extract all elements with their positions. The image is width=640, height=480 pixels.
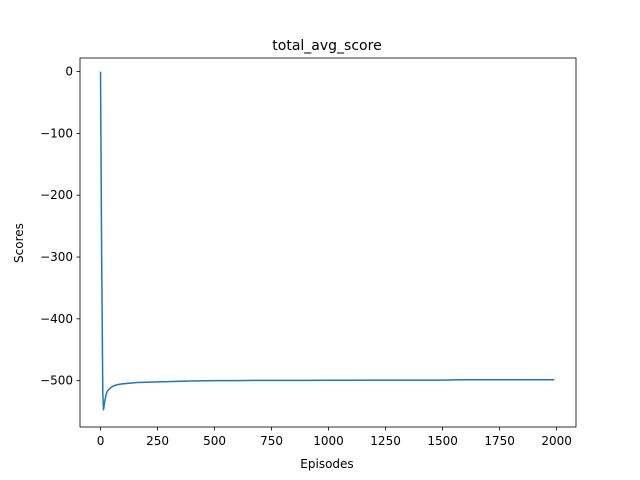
chart-title: total_avg_score xyxy=(272,38,381,54)
x-tick-label: 1500 xyxy=(427,434,458,448)
y-tick-label: −100 xyxy=(40,126,73,140)
x-tick-label: 500 xyxy=(203,434,226,448)
x-tick-label: 2000 xyxy=(541,434,572,448)
x-tick-label: 250 xyxy=(146,434,169,448)
x-tick-label: 750 xyxy=(260,434,283,448)
y-tick-label: −200 xyxy=(40,188,73,202)
x-tick-label: 0 xyxy=(97,434,105,448)
x-axis-label: Episodes xyxy=(300,457,353,471)
y-tick-label: −300 xyxy=(40,250,73,264)
y-tick-label: −400 xyxy=(40,312,73,326)
x-tick-label: 1750 xyxy=(484,434,515,448)
y-axis-ticks: 0 −100 −200 −300 −400 −500 xyxy=(40,65,80,388)
x-axis-ticks: 0 250 500 750 1000 1250 1500 1750 2000 xyxy=(97,427,572,448)
series-line xyxy=(99,71,555,411)
x-tick-label: 1250 xyxy=(370,434,401,448)
y-tick-label: −500 xyxy=(40,374,73,388)
plot-frame xyxy=(79,57,577,428)
x-tick-label: 1000 xyxy=(313,434,344,448)
y-axis-label: Scores xyxy=(12,223,26,263)
y-tick-label: 0 xyxy=(65,65,73,79)
